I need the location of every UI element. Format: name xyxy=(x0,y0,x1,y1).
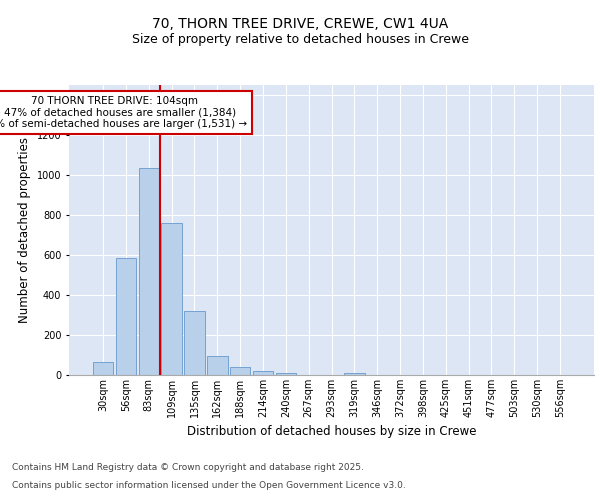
Text: 70, THORN TREE DRIVE, CREWE, CW1 4UA: 70, THORN TREE DRIVE, CREWE, CW1 4UA xyxy=(152,18,448,32)
Bar xyxy=(344,373,365,375)
Text: Contains HM Land Registry data © Crown copyright and database right 2025.: Contains HM Land Registry data © Crown c… xyxy=(12,464,364,472)
Text: 70 THORN TREE DRIVE: 104sqm
← 47% of detached houses are smaller (1,384)
53% of : 70 THORN TREE DRIVE: 104sqm ← 47% of det… xyxy=(0,96,247,129)
Y-axis label: Number of detached properties: Number of detached properties xyxy=(18,137,31,323)
Bar xyxy=(184,311,205,375)
Bar xyxy=(139,168,159,375)
Text: Contains public sector information licensed under the Open Government Licence v3: Contains public sector information licen… xyxy=(12,481,406,490)
Bar xyxy=(275,373,296,375)
Bar xyxy=(161,223,182,375)
Bar xyxy=(230,367,250,375)
X-axis label: Distribution of detached houses by size in Crewe: Distribution of detached houses by size … xyxy=(187,426,476,438)
Bar xyxy=(116,258,136,375)
Bar xyxy=(207,356,227,375)
Bar xyxy=(253,371,273,375)
Text: Size of property relative to detached houses in Crewe: Size of property relative to detached ho… xyxy=(131,32,469,46)
Bar xyxy=(93,362,113,375)
